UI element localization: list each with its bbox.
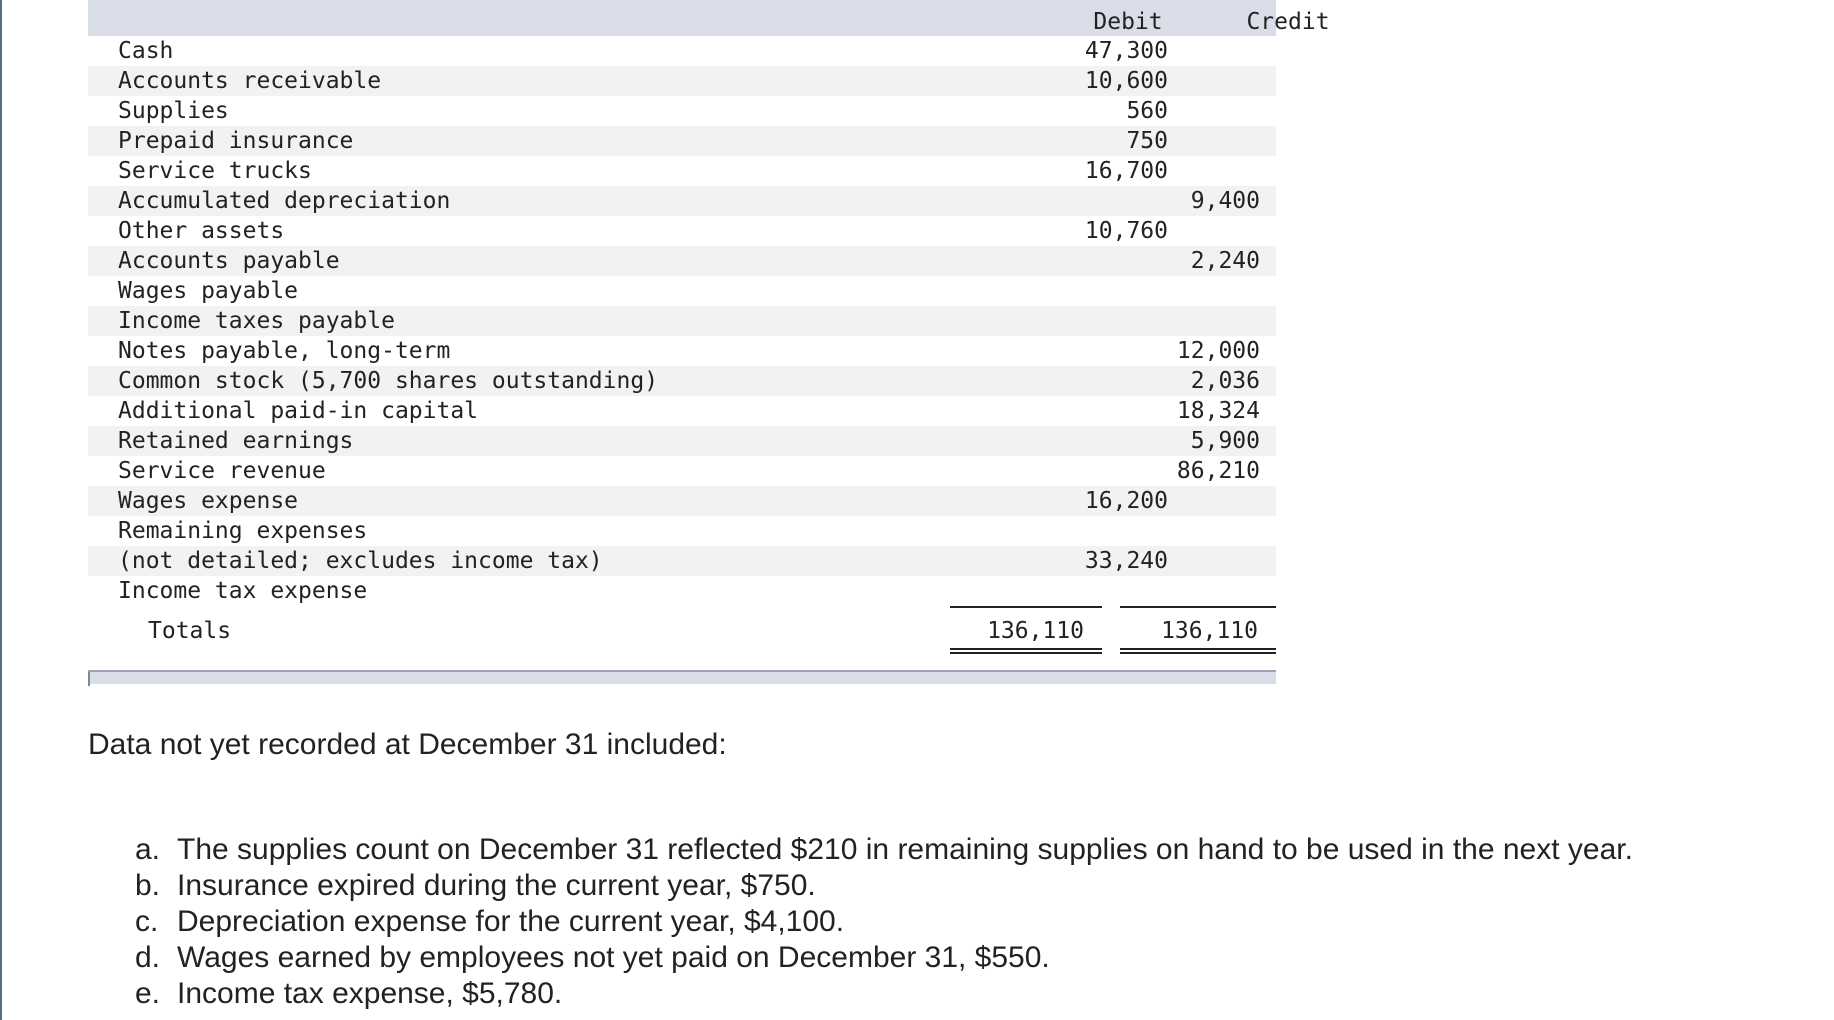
total-debit-value: 136,110	[987, 618, 1084, 644]
trial-balance-header: Debit Credit	[88, 0, 1330, 36]
list-item-text: Depreciation expense for the current yea…	[177, 905, 845, 938]
totals-row: Totals 136,110 136,110	[88, 606, 1276, 656]
debit-value: 560	[1126, 98, 1168, 124]
double-underline	[1120, 648, 1276, 654]
account-name: Income taxes payable	[118, 308, 395, 334]
table-footer-bar	[88, 670, 1276, 686]
account-name: Common stock (5,700 shares outstanding)	[118, 368, 659, 394]
list-item: c. Depreciation expense for the current y…	[135, 904, 1633, 940]
account-name: Additional paid-in capital	[118, 398, 479, 424]
debit-value: 16,200	[1084, 488, 1168, 514]
account-name: Wages expense	[118, 488, 299, 514]
table-row: Remaining expenses	[88, 516, 1276, 546]
table-row: Prepaid insurance 750	[88, 126, 1276, 156]
double-underline	[950, 648, 1102, 654]
account-name: Wages payable	[118, 278, 299, 304]
list-marker: e.	[135, 977, 161, 1010]
table-row: Common stock (5,700 shares outstanding) 2…	[88, 366, 1276, 396]
left-border	[0, 0, 2, 1020]
credit-value: 5,900	[1190, 428, 1260, 454]
table-row: Cash 47,300	[88, 36, 1276, 66]
account-name: Accumulated depreciation	[118, 188, 451, 214]
credit-value: 18,324	[1176, 398, 1260, 424]
account-name: Cash	[118, 38, 174, 64]
adjustments-list: a. The supplies count on December 31 refl…	[135, 832, 1633, 1012]
list-item-text: Insurance expired during the current yea…	[177, 869, 816, 902]
credit-value: 9,400	[1190, 188, 1260, 214]
table-row: Service revenue 86,210	[88, 456, 1276, 486]
credit-column-header: Credit	[1246, 9, 1330, 35]
adjustments-intro: Data not yet recorded at December 31 inc…	[88, 728, 727, 761]
list-marker: b.	[135, 869, 161, 902]
credit-value: 2,036	[1190, 368, 1260, 394]
account-name: Service trucks	[118, 158, 312, 184]
account-name: Other assets	[118, 218, 285, 244]
credit-value: 2,240	[1190, 248, 1260, 274]
table-row: Accounts receivable 10,600	[88, 66, 1276, 96]
debit-value: 33,240	[1084, 548, 1168, 574]
account-name: Income tax expense	[118, 578, 368, 604]
table-row: Notes payable, long-term 12,000	[88, 336, 1276, 366]
debit-value: 750	[1126, 128, 1168, 154]
total-credit-cell: 136,110	[1120, 606, 1276, 654]
table-row: Retained earnings 5,900	[88, 426, 1276, 456]
account-name: Accounts payable	[118, 248, 340, 274]
table-row: Income tax expense	[88, 576, 1276, 606]
footer-notch	[88, 672, 90, 686]
account-name: Remaining expenses	[118, 518, 368, 544]
account-name: Notes payable, long-term	[118, 338, 451, 364]
account-name: Accounts receivable	[118, 68, 382, 94]
list-item: b. Insurance expired during the current y…	[135, 868, 1633, 904]
account-name: (not detailed; excludes income tax)	[118, 548, 603, 574]
total-credit-value: 136,110	[1161, 618, 1258, 644]
debit-value: 10,760	[1084, 218, 1168, 244]
account-name: Prepaid insurance	[118, 128, 354, 154]
list-item: d. Wages earned by employees not yet paid…	[135, 940, 1633, 976]
table-row: Wages expense 16,200	[88, 486, 1276, 516]
list-marker: c.	[135, 905, 159, 938]
table-row: Accumulated depreciation 9,400	[88, 186, 1276, 216]
table-row: Supplies 560	[88, 96, 1276, 126]
credit-value: 12,000	[1176, 338, 1260, 364]
debit-value: 47,300	[1084, 38, 1168, 64]
list-marker: a.	[135, 833, 161, 866]
account-name: Service revenue	[118, 458, 326, 484]
table-row: Additional paid-in capital 18,324	[88, 396, 1276, 426]
total-debit-cell: 136,110	[950, 606, 1102, 654]
list-item: e. Income tax expense, $5,780.	[135, 976, 1633, 1012]
list-item: a. The supplies count on December 31 refl…	[135, 832, 1633, 868]
debit-value: 10,600	[1084, 68, 1168, 94]
list-item-text: The supplies count on December 31 reflec…	[177, 833, 1633, 866]
totals-label: Totals	[148, 618, 232, 644]
table-row: Accounts payable 2,240	[88, 246, 1276, 276]
account-name: Retained earnings	[118, 428, 354, 454]
debit-value: 16,700	[1084, 158, 1168, 184]
table-row: Service trucks 16,700	[88, 156, 1276, 186]
trial-balance-table: Cash 47,300 Accounts receivable 10,600 Suppl…	[88, 36, 1276, 606]
table-row: Wages payable	[88, 276, 1276, 306]
table-row: (not detailed; excludes income tax) 33,24…	[88, 546, 1276, 576]
list-item-text: Income tax expense, $5,780.	[177, 977, 563, 1010]
credit-value: 86,210	[1176, 458, 1260, 484]
account-name: Supplies	[118, 98, 229, 124]
list-marker: d.	[135, 941, 161, 974]
debit-column-header: Debit	[1093, 9, 1163, 35]
table-row: Income taxes payable	[88, 306, 1276, 336]
list-item-text: Wages earned by employees not yet paid o…	[177, 941, 1050, 974]
table-row: Other assets 10,760	[88, 216, 1276, 246]
